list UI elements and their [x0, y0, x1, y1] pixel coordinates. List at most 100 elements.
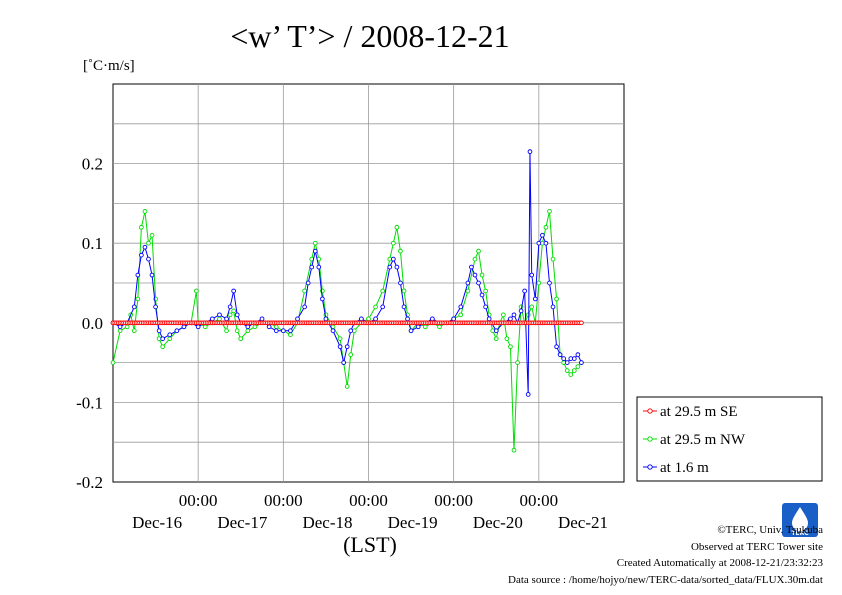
data-point	[511, 447, 517, 453]
data-point	[390, 240, 396, 246]
water-drop-icon	[792, 507, 808, 531]
data-point	[483, 304, 488, 310]
data-point	[554, 344, 559, 350]
data-point	[465, 280, 471, 286]
credit-site: Observed at TERC Tower site	[691, 541, 823, 553]
data-point	[554, 296, 559, 302]
x-tick-day: Dec-17	[217, 513, 268, 532]
data-point	[273, 328, 279, 334]
data-point	[405, 316, 410, 322]
data-point	[316, 264, 322, 270]
data-point	[227, 304, 233, 310]
data-point	[153, 304, 158, 310]
data-point	[532, 296, 538, 302]
data-point	[309, 264, 315, 270]
data-point	[181, 324, 187, 330]
data-point	[160, 336, 166, 342]
legend: at 29.5 m SE at 29.5 m NW at 1.6 m	[636, 396, 823, 482]
y-tick-label: 0.0	[82, 314, 103, 333]
data-point	[224, 328, 229, 334]
series-layer	[110, 149, 584, 453]
data-point	[348, 328, 354, 334]
credit-source: Data source : /home/hojyo/new/TERC-data/…	[508, 574, 823, 586]
x-tick-day: Dec-16	[132, 513, 182, 532]
data-point	[394, 224, 400, 230]
data-point	[579, 320, 584, 326]
data-point	[238, 336, 244, 342]
data-point	[430, 316, 435, 322]
x-tick-time: 00:00	[264, 491, 303, 510]
terc-logo: TERC	[782, 503, 818, 537]
data-point	[525, 312, 531, 318]
data-point	[195, 324, 201, 330]
legend-label: at 29.5 m SE	[660, 404, 738, 420]
data-point	[408, 328, 414, 334]
data-point	[135, 272, 141, 278]
data-point	[500, 312, 506, 318]
data-point	[451, 316, 457, 322]
data-point	[540, 232, 545, 238]
data-point	[529, 304, 535, 310]
data-point	[146, 256, 151, 262]
y-axis-unit: [˚C·m/s]	[83, 58, 135, 74]
x-tick-time: 00:00	[519, 491, 558, 510]
data-point	[110, 360, 116, 365]
data-point	[508, 316, 513, 322]
data-point	[167, 336, 173, 342]
data-point	[139, 224, 144, 230]
data-point	[312, 240, 318, 246]
data-point	[401, 304, 407, 310]
data-point	[323, 316, 329, 322]
data-point	[380, 304, 386, 310]
data-point	[295, 316, 300, 322]
data-point	[483, 288, 488, 294]
data-point	[479, 292, 485, 298]
data-point	[373, 316, 378, 322]
data-point	[401, 288, 407, 294]
data-point	[194, 288, 199, 294]
data-point	[131, 304, 137, 310]
data-point	[458, 304, 464, 310]
data-point	[167, 332, 173, 338]
data-point	[511, 312, 517, 318]
data-point	[142, 244, 148, 250]
data-point	[312, 248, 318, 254]
data-point	[131, 328, 137, 334]
data-point	[571, 368, 577, 373]
legend-box	[636, 396, 823, 482]
x-tick-day: Dec-18	[302, 513, 352, 532]
data-point	[139, 252, 144, 258]
x-axis-label: (LST)	[343, 532, 397, 557]
data-point	[564, 360, 570, 365]
data-point	[518, 308, 524, 314]
data-point	[415, 324, 421, 330]
data-point	[146, 240, 151, 246]
data-point	[525, 392, 531, 397]
data-point	[564, 368, 570, 373]
data-point	[302, 304, 307, 310]
data-point	[529, 272, 535, 278]
data-point	[210, 316, 215, 322]
data-point	[341, 360, 347, 365]
data-point	[536, 280, 542, 286]
data-point	[320, 296, 325, 302]
data-point	[302, 288, 307, 294]
data-point	[493, 336, 499, 342]
data-point	[380, 288, 386, 294]
y-tick-label: -0.2	[76, 473, 103, 492]
data-point	[266, 324, 272, 330]
data-point	[330, 328, 336, 334]
data-point	[117, 328, 123, 334]
logo-text: TERC	[791, 530, 809, 537]
data-point	[536, 240, 542, 246]
data-point	[547, 280, 552, 286]
data-point	[142, 209, 148, 214]
data-point	[476, 248, 481, 254]
data-point	[486, 316, 492, 322]
y-tick-label: 0.1	[82, 234, 103, 253]
legend-swatch-marker	[647, 464, 653, 470]
data-point	[149, 272, 155, 278]
data-point	[390, 256, 396, 262]
data-point	[288, 332, 293, 338]
